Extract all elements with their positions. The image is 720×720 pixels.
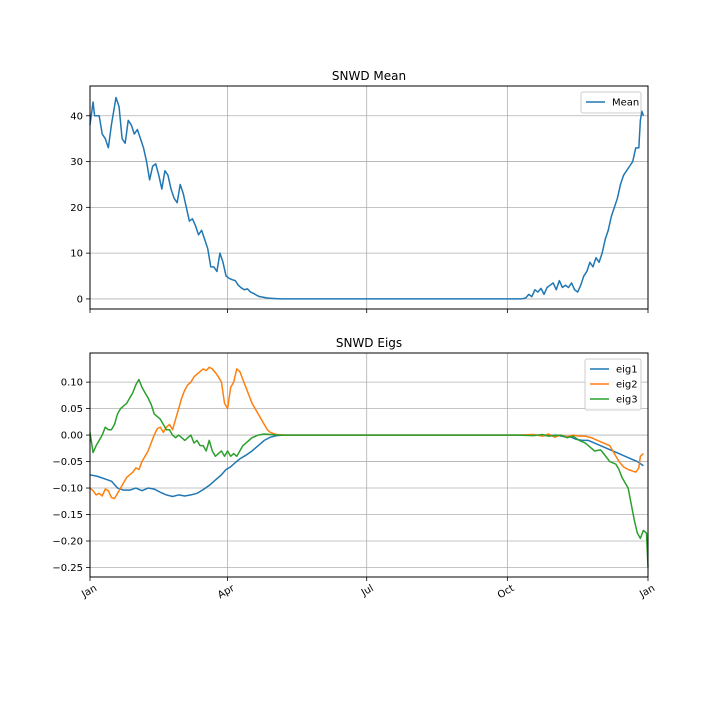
- legend-label-eig2: eig2: [616, 380, 638, 391]
- series-line-eig2: [89, 366, 644, 500]
- legend: eig1 eig2 eig3: [584, 358, 642, 411]
- y-tick-label: 30: [70, 157, 83, 168]
- y-tick-label: −0.25: [52, 563, 83, 574]
- y-tick-label: 10: [70, 249, 83, 260]
- y-tick-label: 20: [70, 203, 83, 214]
- series-line-Mean: [89, 96, 645, 300]
- y-tick-label: 40: [70, 111, 83, 122]
- y-tick-label: 0.00: [61, 431, 83, 442]
- y-tick-label: −0.15: [52, 510, 83, 521]
- plot-frame: [89, 85, 649, 310]
- snwd-mean-chart: SNWD Mean 0 10 20 30 40 Mean: [70, 69, 649, 313]
- legend-label-Mean: Mean: [612, 98, 639, 109]
- legend-label-eig1: eig1: [616, 365, 638, 376]
- series-lines: [89, 366, 649, 568]
- legend: Mean: [580, 91, 642, 114]
- y-tick-label: −0.05: [52, 457, 83, 468]
- legend-box: [580, 91, 642, 114]
- y-tick-label: −0.20: [52, 536, 83, 547]
- legend-label-eig3: eig3: [616, 395, 638, 406]
- y-tick-label: 0.10: [61, 378, 83, 389]
- ticks: 0 10 20 30 40: [70, 111, 649, 313]
- series-line-eig3: [89, 378, 649, 568]
- y-tick-label: −0.10: [52, 484, 83, 495]
- snwd-eigs-chart: SNWD Eigs Jan Apr Jul Oct Jan0.100.050.00−0.…: [52, 336, 657, 601]
- chart-title: SNWD Eigs: [336, 336, 402, 350]
- series-line-eig1: [89, 434, 644, 498]
- chart-title: SNWD Mean: [332, 69, 406, 83]
- plot-frame: [89, 352, 649, 578]
- legend-box: [584, 358, 642, 411]
- series-lines: [89, 96, 645, 300]
- y-tick-label: 0.05: [61, 404, 83, 415]
- y-tick-label: 0: [77, 294, 83, 305]
